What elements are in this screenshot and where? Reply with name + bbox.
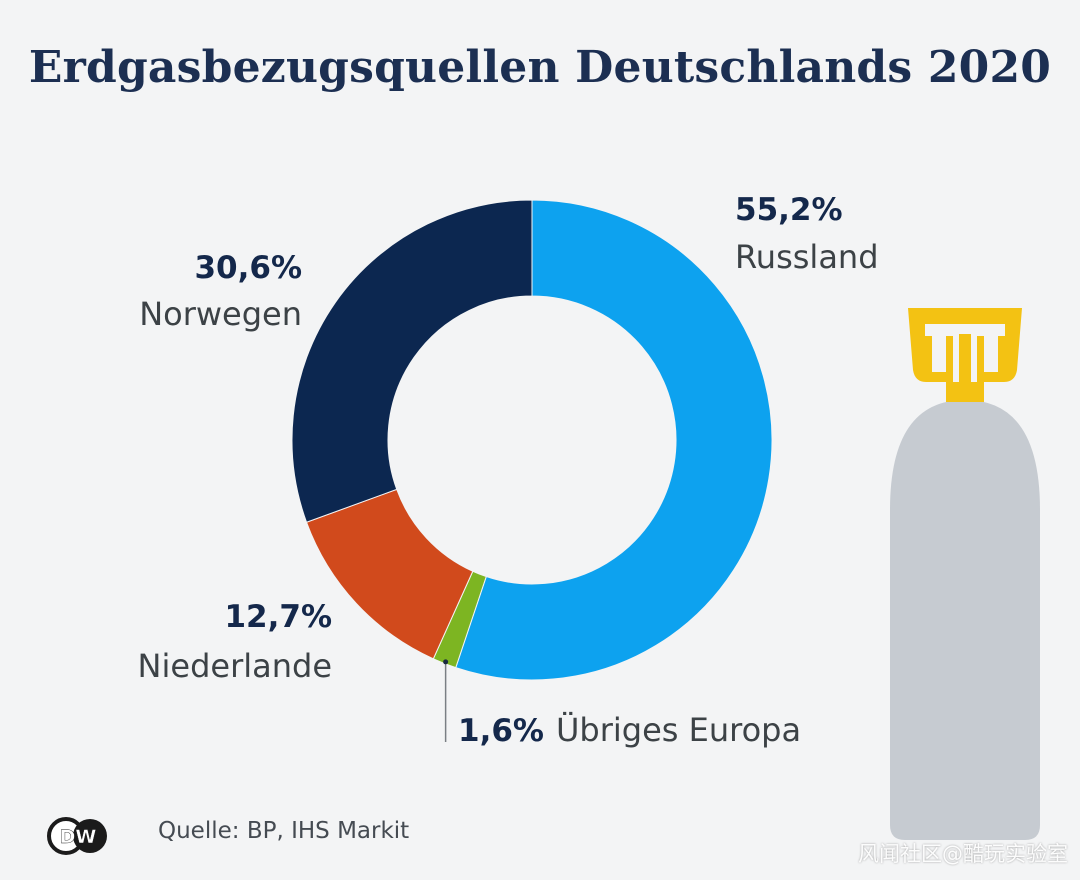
chart-title: Erdgasbezugsquellen Deutschlands 2020 bbox=[28, 42, 1052, 93]
pct-label-norwegen: 30,6% bbox=[194, 250, 302, 286]
name-label-niederlande: Niederlande bbox=[138, 647, 332, 685]
gas-cylinder-icon bbox=[890, 308, 1040, 840]
pct-label-niederlande: 12,7% bbox=[224, 599, 332, 635]
name-label-russland: Russland bbox=[735, 238, 879, 276]
dw-logo: DW bbox=[47, 817, 107, 855]
name-label-norwegen: Norwegen bbox=[139, 295, 302, 333]
leader-dot-uebriges-europa bbox=[443, 659, 449, 665]
donut-slices bbox=[291, 199, 773, 681]
watermark: 风闻社区@酷玩实验室 bbox=[858, 842, 1068, 866]
slice-russland bbox=[455, 199, 773, 681]
name-label-uebriges-europa: Übriges Europa bbox=[556, 711, 801, 749]
pct-label-russland: 55,2% bbox=[735, 192, 843, 228]
pct-label-uebriges-europa: 1,6% bbox=[458, 713, 544, 749]
dw-logo-text: DW bbox=[60, 826, 97, 848]
slice-norwegen bbox=[291, 199, 533, 523]
source-note: Quelle: BP, IHS Markit bbox=[158, 818, 410, 844]
